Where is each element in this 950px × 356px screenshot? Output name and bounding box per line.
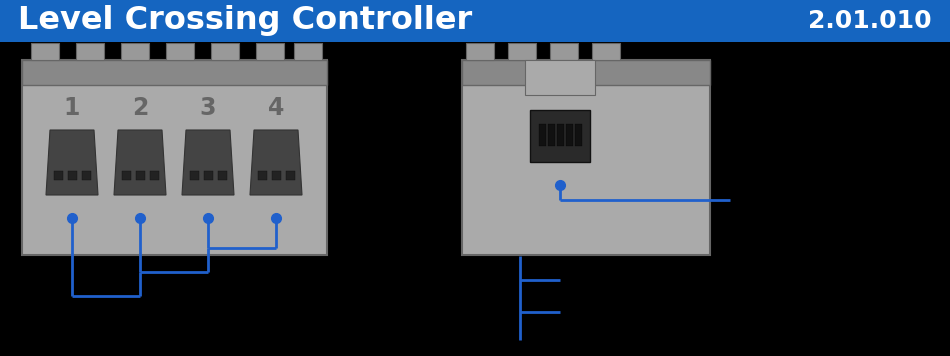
Bar (550, 43, 578, 60)
Bar (566, 124, 573, 146)
Polygon shape (182, 130, 234, 195)
Polygon shape (250, 130, 302, 195)
Bar (256, 43, 284, 60)
Text: 3: 3 (200, 96, 217, 120)
Bar (530, 110, 590, 162)
Bar (548, 124, 555, 146)
Text: Level Crossing Controller: Level Crossing Controller (18, 5, 472, 37)
Bar (82, 171, 91, 180)
Bar (462, 60, 710, 85)
Bar (68, 171, 77, 180)
Text: 4: 4 (268, 96, 284, 120)
Bar (218, 171, 227, 180)
Bar (557, 124, 564, 146)
Bar (575, 124, 582, 146)
Text: 2.01.010: 2.01.010 (808, 9, 932, 33)
Bar (286, 171, 295, 180)
Bar (294, 43, 322, 60)
Bar (76, 43, 104, 60)
Bar (136, 171, 145, 180)
Bar (0, 0, 950, 42)
Bar (54, 171, 63, 180)
Bar (272, 171, 281, 180)
Bar (508, 43, 536, 60)
Bar (121, 43, 149, 60)
Bar (466, 43, 494, 60)
Bar (190, 171, 199, 180)
Bar (525, 60, 595, 95)
Text: 2: 2 (132, 96, 148, 120)
Bar (22, 60, 327, 255)
Bar (539, 124, 546, 146)
Bar (122, 171, 131, 180)
Bar (166, 43, 194, 60)
Bar (211, 43, 239, 60)
Bar (204, 171, 213, 180)
Bar (150, 171, 159, 180)
Polygon shape (114, 130, 166, 195)
Polygon shape (46, 130, 98, 195)
Bar (592, 43, 620, 60)
Bar (258, 171, 267, 180)
Bar (462, 60, 710, 255)
Bar (22, 60, 327, 85)
Bar (31, 43, 59, 60)
Text: 1: 1 (64, 96, 80, 120)
